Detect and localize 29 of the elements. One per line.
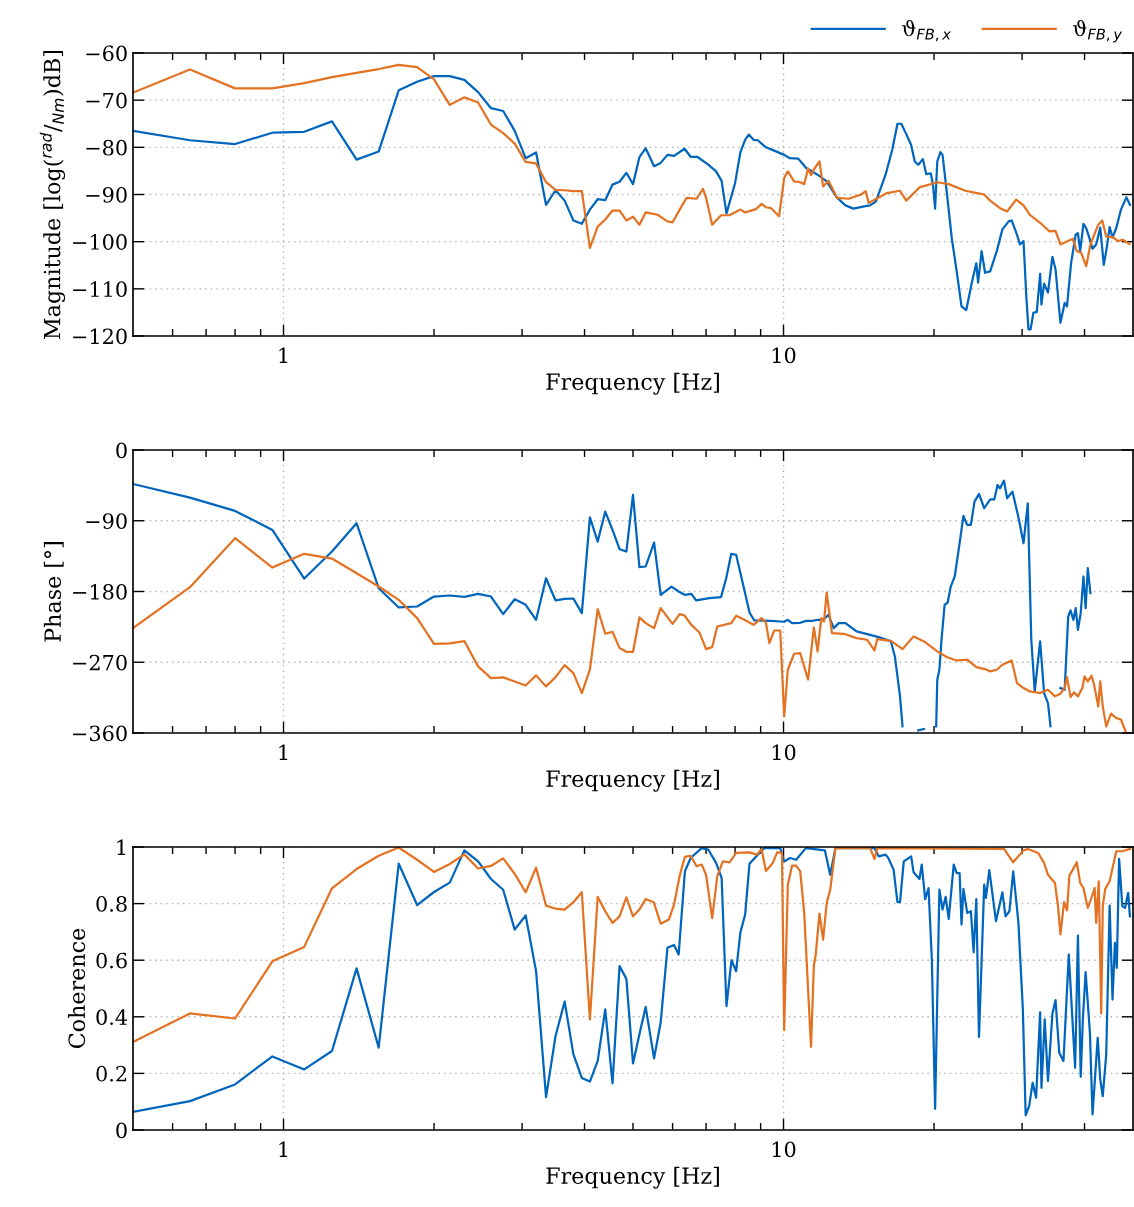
y-tick-label: 0	[116, 442, 127, 459]
y-tick-label: −180	[73, 583, 127, 600]
y-tick-label: −70	[86, 92, 127, 109]
y-tick-label: 0.8	[96, 896, 127, 912]
y-tick-label: −270	[73, 654, 127, 671]
y-axis-title: Magnitude [log($^{rad}$/$_{Nm}$)dB]	[39, 50, 66, 339]
y-tick-label: 0.6	[96, 952, 127, 969]
y-tick-label: −110	[73, 281, 127, 298]
x-axis-title: Frequency [Hz]	[546, 1166, 719, 1189]
x-tick-label: 10	[772, 1141, 796, 1158]
y-tick-label: −100	[73, 234, 127, 250]
y-tick-label: −360	[73, 725, 127, 742]
y-tick-label: −80	[86, 139, 127, 156]
y-tick-label: −90	[86, 513, 127, 529]
y-tick-label: 0	[116, 1122, 127, 1139]
y-axis-title: Phase [°]	[43, 542, 64, 642]
x-axis-title: Frequency [Hz]	[546, 769, 719, 792]
y-tick-label: 0.2	[96, 1065, 127, 1082]
y-axis-title: Coherence	[67, 928, 86, 1049]
legend-label: ϑ$_{FB,x}$	[902, 19, 952, 42]
y-tick-label: −90	[86, 186, 127, 203]
legend-label: ϑ$_{FB,y}$	[1073, 19, 1123, 43]
x-tick-label: 10	[772, 744, 796, 761]
x-axis-title: Frequency [Hz]	[546, 372, 719, 395]
y-tick-label: −120	[73, 328, 127, 345]
x-tick-label: 10	[772, 347, 796, 364]
y-tick-label: 1	[117, 839, 126, 855]
y-tick-label: 0.4	[96, 1009, 128, 1026]
y-tick-label: −60	[86, 45, 127, 62]
